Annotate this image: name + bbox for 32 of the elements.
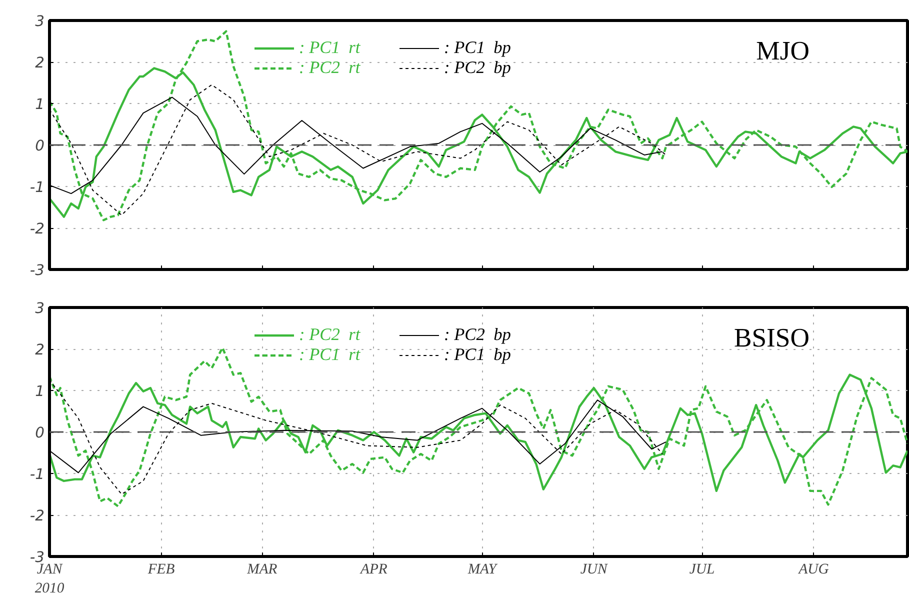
y-tick-label: 3 [35, 13, 45, 30]
line-series [50, 346, 908, 508]
x-tick-label: JUL [689, 562, 715, 578]
y-tick-label: 0 [35, 138, 45, 154]
y-tick-label: 1 [35, 383, 45, 400]
y-tick-label: 3 [35, 300, 45, 317]
y-tick-label: -2 [30, 220, 45, 238]
legend-label: : PC1 bp [444, 345, 511, 365]
y-tick-label: -3 [30, 262, 45, 279]
legend-label: : PC1 rt [299, 38, 360, 58]
text: MJO [756, 36, 810, 66]
text: BSISO [734, 322, 810, 352]
legend-label: : PC2 rt [299, 58, 360, 78]
legend-label: : PC1 bp [444, 38, 511, 58]
y-tick-label: 2 [35, 342, 45, 358]
x-tick-label: JUN [580, 562, 609, 578]
y-tick-label: 2 [35, 54, 45, 72]
y-tick-label: -2 [30, 508, 45, 524]
x-tick-label: JAN 2010 [34, 562, 65, 597]
legend-label: : PC2 bp [444, 325, 511, 345]
x-tick-label: MAR [246, 562, 278, 578]
y-tick-label: 1 [35, 96, 45, 113]
y-tick-label: -1 [30, 179, 45, 196]
x-tick-label: FEB [146, 562, 175, 578]
y-tick-label: 0 [35, 424, 45, 442]
x-tick-label: AUG [798, 562, 830, 578]
x-tick-label: APR [360, 562, 388, 578]
legend-label: : PC2 rt [299, 325, 360, 345]
legend-label: : PC2 bp [444, 58, 511, 78]
x-tick-label: MAY [466, 562, 498, 578]
y-tick-label: -1 [30, 466, 45, 483]
legend-label: : PC1 rt [299, 345, 360, 365]
